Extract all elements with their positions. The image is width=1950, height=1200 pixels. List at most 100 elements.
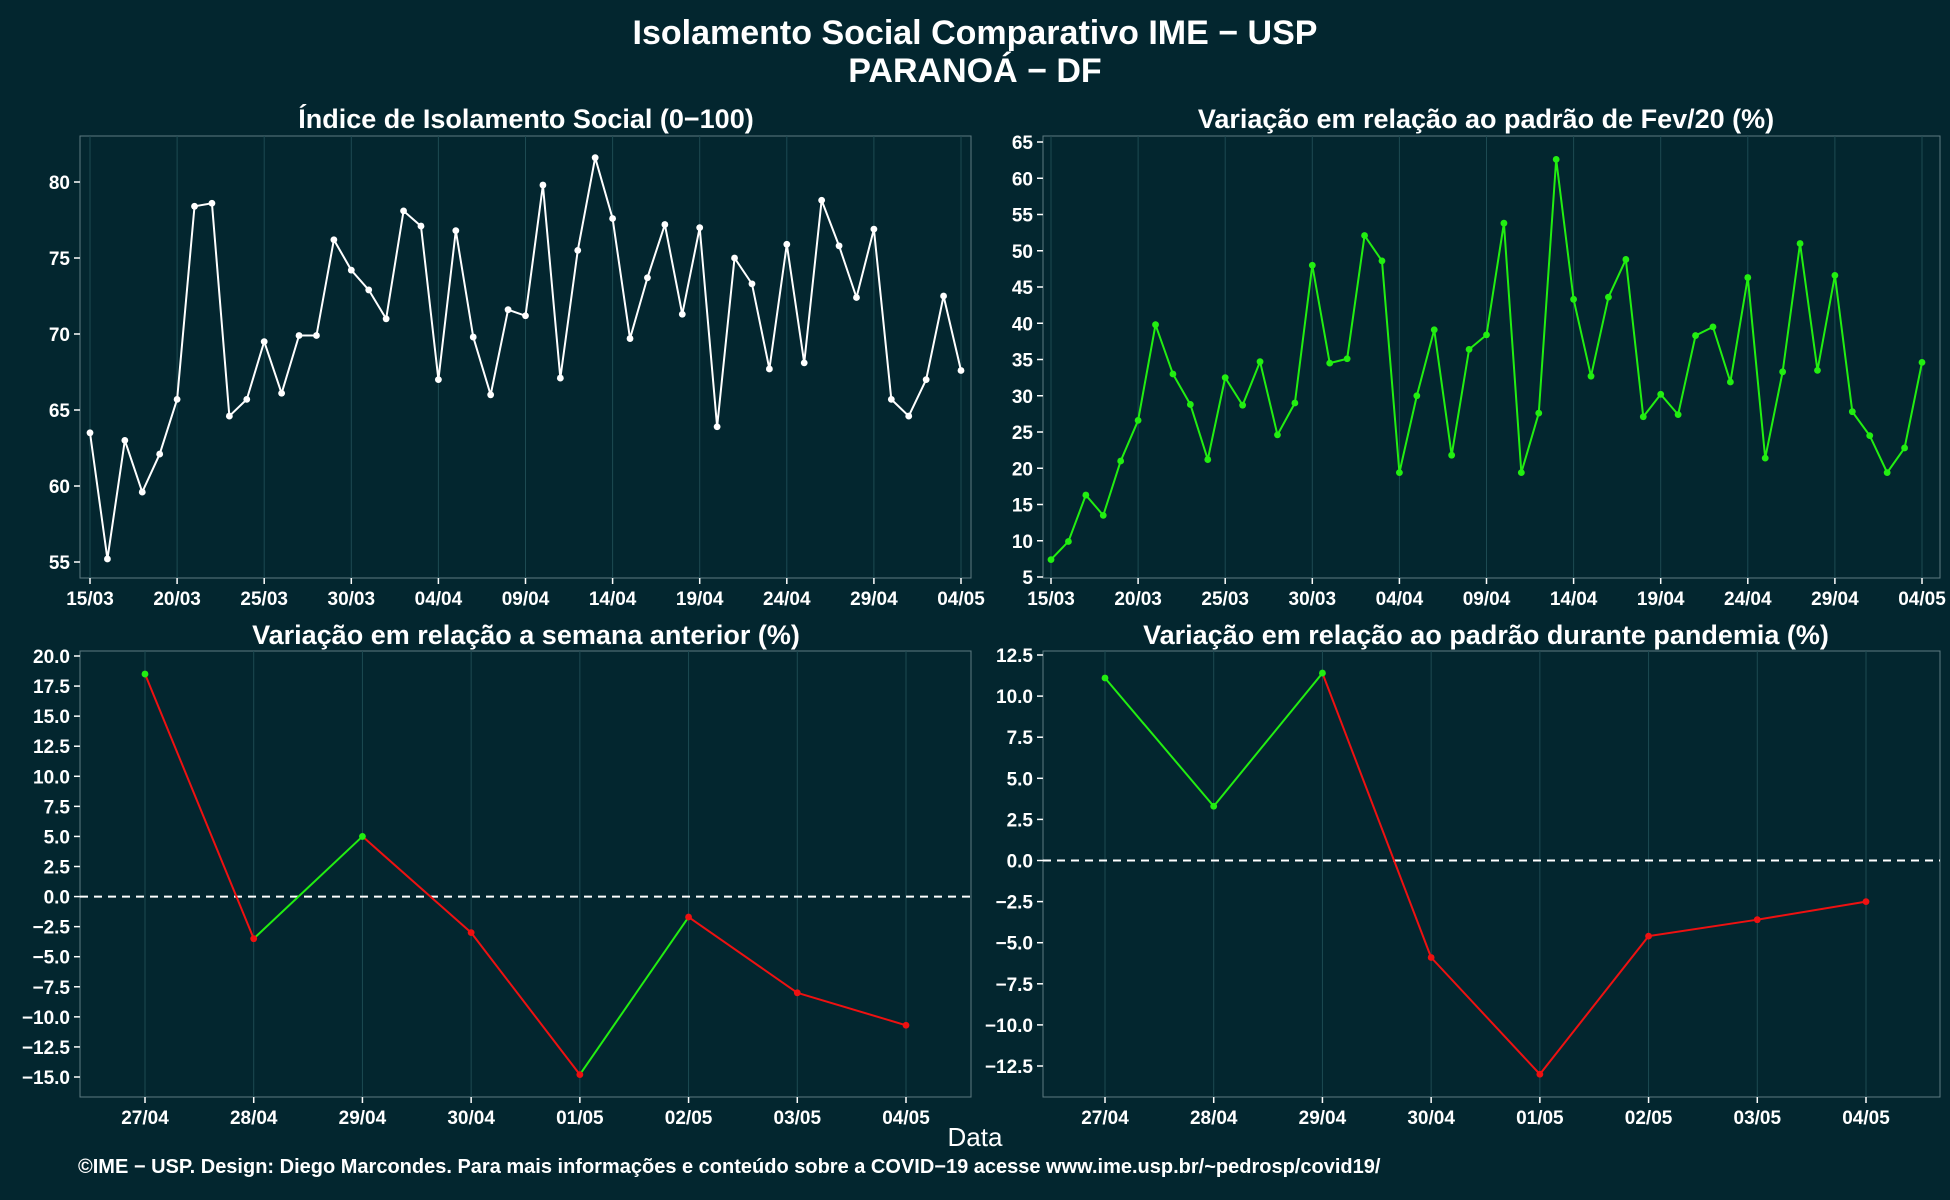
data-point	[1326, 359, 1334, 367]
y-tick-label: 10.0	[33, 767, 70, 788]
data-point	[208, 199, 216, 207]
data-point	[1848, 408, 1856, 416]
data-point	[225, 412, 233, 420]
x-tick-label: 24/04	[1724, 589, 1772, 610]
y-tick-label: 0.0	[1007, 852, 1033, 873]
data-point	[1536, 1070, 1544, 1078]
data-point	[359, 833, 366, 840]
data-point	[574, 247, 582, 254]
data-point	[1239, 401, 1247, 409]
y-tick-label: 20	[1012, 459, 1033, 480]
data-point	[576, 1071, 584, 1078]
series-segment	[1104, 677, 1215, 807]
x-axis-label: Data	[947, 1122, 1003, 1152]
data-point	[260, 338, 268, 345]
data-point	[1862, 898, 1870, 905]
data-point	[902, 1021, 910, 1029]
data-point	[1918, 359, 1926, 366]
data-point	[818, 196, 826, 204]
data-point	[1692, 332, 1699, 339]
y-tick-label: 12.5	[33, 737, 70, 758]
data-point	[1570, 295, 1577, 303]
data-point	[1413, 392, 1421, 400]
y-tick-label: −15.0	[22, 1068, 70, 1089]
data-point	[1169, 370, 1177, 378]
x-tick-label: 28/04	[230, 1108, 278, 1129]
data-point	[250, 935, 258, 943]
data-point	[1645, 932, 1652, 940]
y-tick-label: 25	[1012, 423, 1034, 444]
y-tick-label: 10.0	[996, 687, 1033, 708]
x-tick-label: 04/05	[937, 589, 985, 610]
data-point	[957, 367, 965, 374]
x-tick-label: 04/04	[415, 589, 463, 610]
y-tick-label: 35	[1012, 351, 1034, 372]
x-tick-label: 02/05	[665, 1108, 713, 1129]
y-tick-label: 17.5	[33, 677, 70, 698]
panel-frame-3	[79, 650, 972, 1098]
panel-title-3: Variação em relação a semana anterior (%…	[252, 620, 800, 650]
data-point	[1866, 432, 1874, 440]
x-tick-label: 01/05	[1516, 1108, 1564, 1129]
y-tick-label: 40	[1012, 314, 1033, 335]
data-point	[295, 332, 303, 339]
data-point	[1186, 401, 1194, 408]
x-tick-label: 27/04	[1081, 1108, 1129, 1129]
x-tick-label: 29/04	[1299, 1108, 1347, 1129]
data-point	[141, 670, 149, 678]
data-point	[1883, 469, 1891, 476]
y-tick-label: 15.0	[33, 707, 70, 728]
data-point	[1065, 538, 1072, 545]
data-point	[382, 315, 390, 323]
data-point	[1465, 345, 1473, 353]
data-point	[539, 181, 547, 189]
data-point	[1361, 232, 1368, 239]
data-point	[1047, 556, 1055, 563]
x-tick-label: 14/04	[589, 589, 637, 610]
data-point	[1657, 390, 1665, 398]
x-tick-label: 30/04	[447, 1108, 495, 1129]
data-point	[731, 254, 738, 262]
series-segment	[1212, 672, 1324, 807]
data-point	[1709, 323, 1717, 331]
data-point	[467, 929, 475, 937]
page-subtitle: PARANOÁ − DF	[848, 52, 1102, 90]
y-tick-label: 7.5	[1007, 728, 1034, 749]
data-point	[922, 376, 930, 383]
data-point	[1378, 257, 1386, 265]
data-point	[1274, 431, 1281, 439]
data-point	[522, 312, 529, 320]
data-point	[452, 227, 460, 235]
series-segment	[579, 916, 690, 1076]
x-tick-label: 28/04	[1190, 1108, 1238, 1129]
y-tick-label: −2.5	[995, 893, 1033, 914]
y-tick-label: 45	[1012, 278, 1034, 299]
data-point	[835, 242, 843, 250]
y-tick-label: −5.0	[995, 934, 1033, 955]
series-segment	[1757, 900, 1867, 921]
y-tick-label: 50	[1012, 242, 1033, 263]
data-point	[905, 412, 913, 420]
data-point	[1744, 274, 1752, 281]
data-point	[1256, 358, 1264, 366]
data-point	[1753, 916, 1761, 924]
data-point	[1427, 954, 1435, 961]
series-segment	[144, 673, 255, 940]
x-tick-label: 29/04	[339, 1108, 387, 1129]
x-tick-label: 25/03	[240, 589, 288, 610]
x-tick-label: 20/03	[153, 589, 201, 610]
data-point	[173, 395, 181, 403]
page-title: Isolamento Social Comparativo IME − USP	[632, 14, 1318, 52]
data-point	[696, 224, 704, 232]
data-point	[417, 222, 425, 230]
data-point	[1204, 456, 1212, 463]
data-point	[1761, 454, 1769, 462]
data-point	[661, 221, 669, 228]
x-tick-label: 20/03	[1114, 589, 1162, 610]
y-tick-label: 70	[49, 325, 70, 346]
data-point	[1605, 293, 1612, 301]
y-tick-label: 75	[49, 249, 71, 270]
data-point	[1587, 372, 1595, 380]
data-point	[1210, 802, 1218, 810]
